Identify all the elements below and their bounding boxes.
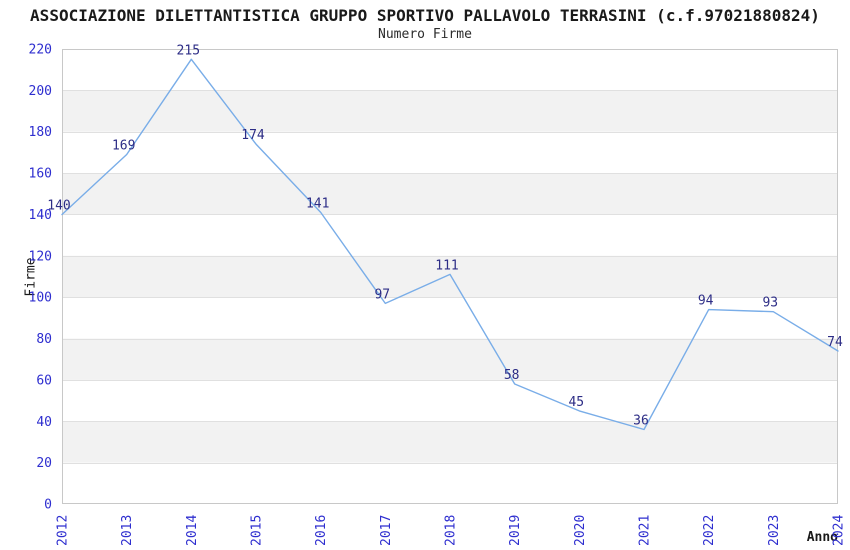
y-tick-label: 120 <box>29 249 52 264</box>
x-tick-label: 2013 <box>120 515 135 546</box>
x-tick-label: 2019 <box>508 515 523 546</box>
plot-band <box>62 255 838 298</box>
x-tick-label: 2022 <box>702 515 717 546</box>
x-tick-label: 2023 <box>767 515 782 546</box>
data-point-label: 97 <box>374 287 390 302</box>
y-tick-label: 0 <box>44 498 52 513</box>
plot-band <box>62 421 838 463</box>
y-tick-label: 160 <box>29 167 52 182</box>
chart-subtitle: Numero Firme <box>378 27 472 42</box>
data-point-label: 174 <box>241 128 265 143</box>
x-tick-label: 2015 <box>250 515 265 546</box>
y-tick-label: 80 <box>36 332 52 347</box>
data-point-label: 140 <box>47 199 70 214</box>
y-tick-label: 140 <box>29 208 52 223</box>
data-point-label: 74 <box>827 335 843 350</box>
x-axis-title: Anno <box>806 530 838 545</box>
data-point-label: 141 <box>306 196 329 211</box>
x-tick-label: 2024 <box>832 515 847 546</box>
data-point-label: 215 <box>177 43 200 58</box>
y-tick-label: 220 <box>29 43 52 58</box>
data-point-label: 94 <box>698 294 714 309</box>
x-tick-label: 2018 <box>444 515 459 546</box>
plot-band <box>62 338 838 380</box>
x-tick-label: 2016 <box>314 515 329 546</box>
y-tick-label: 200 <box>29 84 52 99</box>
plot-band <box>62 173 838 215</box>
y-tick-label: 40 <box>36 415 52 430</box>
data-point-label: 111 <box>435 258 458 273</box>
data-point-label: 58 <box>504 368 520 383</box>
y-tick-label: 20 <box>36 456 52 471</box>
x-tick-label: 2012 <box>56 515 71 546</box>
y-tick-label: 60 <box>36 373 52 388</box>
data-point-label: 36 <box>633 414 649 429</box>
y-tick-label: 100 <box>29 291 52 306</box>
data-point-label: 93 <box>762 296 778 311</box>
series-line <box>61 58 839 431</box>
data-point-label: 169 <box>112 139 135 154</box>
x-tick-label: 2014 <box>185 515 200 546</box>
plot-band <box>62 90 838 132</box>
data-point-label: 45 <box>568 395 584 410</box>
x-tick-label: 2017 <box>379 515 394 546</box>
x-tick-label: 2021 <box>638 515 653 546</box>
y-tick-label: 180 <box>29 125 52 140</box>
plot-border <box>62 49 838 504</box>
x-tick-label: 2020 <box>573 515 588 546</box>
chart-title: ASSOCIAZIONE DILETTANTISTICA GRUPPO SPOR… <box>30 6 820 25</box>
